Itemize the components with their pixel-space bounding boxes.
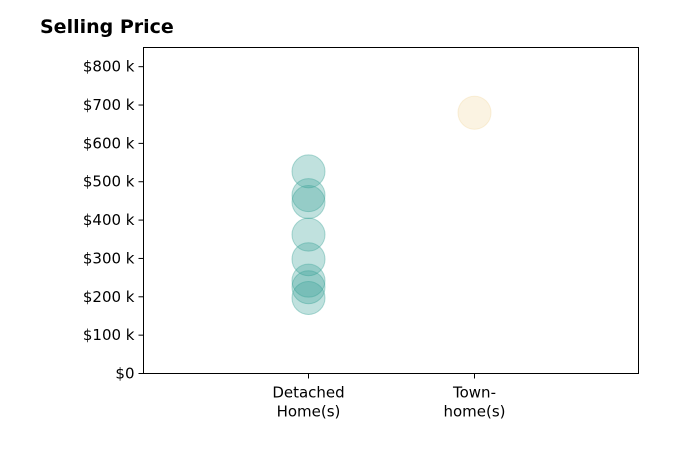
data-point: [291, 263, 326, 298]
data-point: [457, 95, 492, 130]
data-points: [291, 95, 492, 315]
data-point: [291, 280, 326, 315]
data-point: [291, 217, 326, 252]
y-tick-label: $200 k: [83, 288, 135, 306]
y-tick-label: $700 k: [83, 96, 135, 114]
x-tick-label: Detached Home(s): [272, 384, 344, 421]
x-axis: Detached Home(s) Town-home(s): [272, 373, 506, 421]
y-axis: $0 $100 k $200 k $300 k $400 k $500 k $600 k $7…: [83, 58, 144, 383]
data-point: [291, 185, 326, 220]
y-tick-label: $600 k: [83, 134, 135, 152]
data-point: [291, 270, 326, 305]
data-point: [291, 242, 326, 277]
y-tick-label: $0: [115, 365, 134, 383]
y-tick-label: $400 k: [83, 211, 135, 229]
x-tick-label: Town-home(s): [443, 384, 505, 421]
data-point: [291, 178, 326, 213]
chart-title: Selling Price: [40, 16, 174, 38]
plot-frame: [143, 47, 639, 374]
y-tick-label: $500 k: [83, 173, 135, 191]
data-point: [291, 154, 326, 189]
y-tick-label: $100 k: [83, 326, 135, 344]
y-tick-label: $300 k: [83, 249, 135, 267]
y-tick-label: $800 k: [83, 58, 135, 76]
